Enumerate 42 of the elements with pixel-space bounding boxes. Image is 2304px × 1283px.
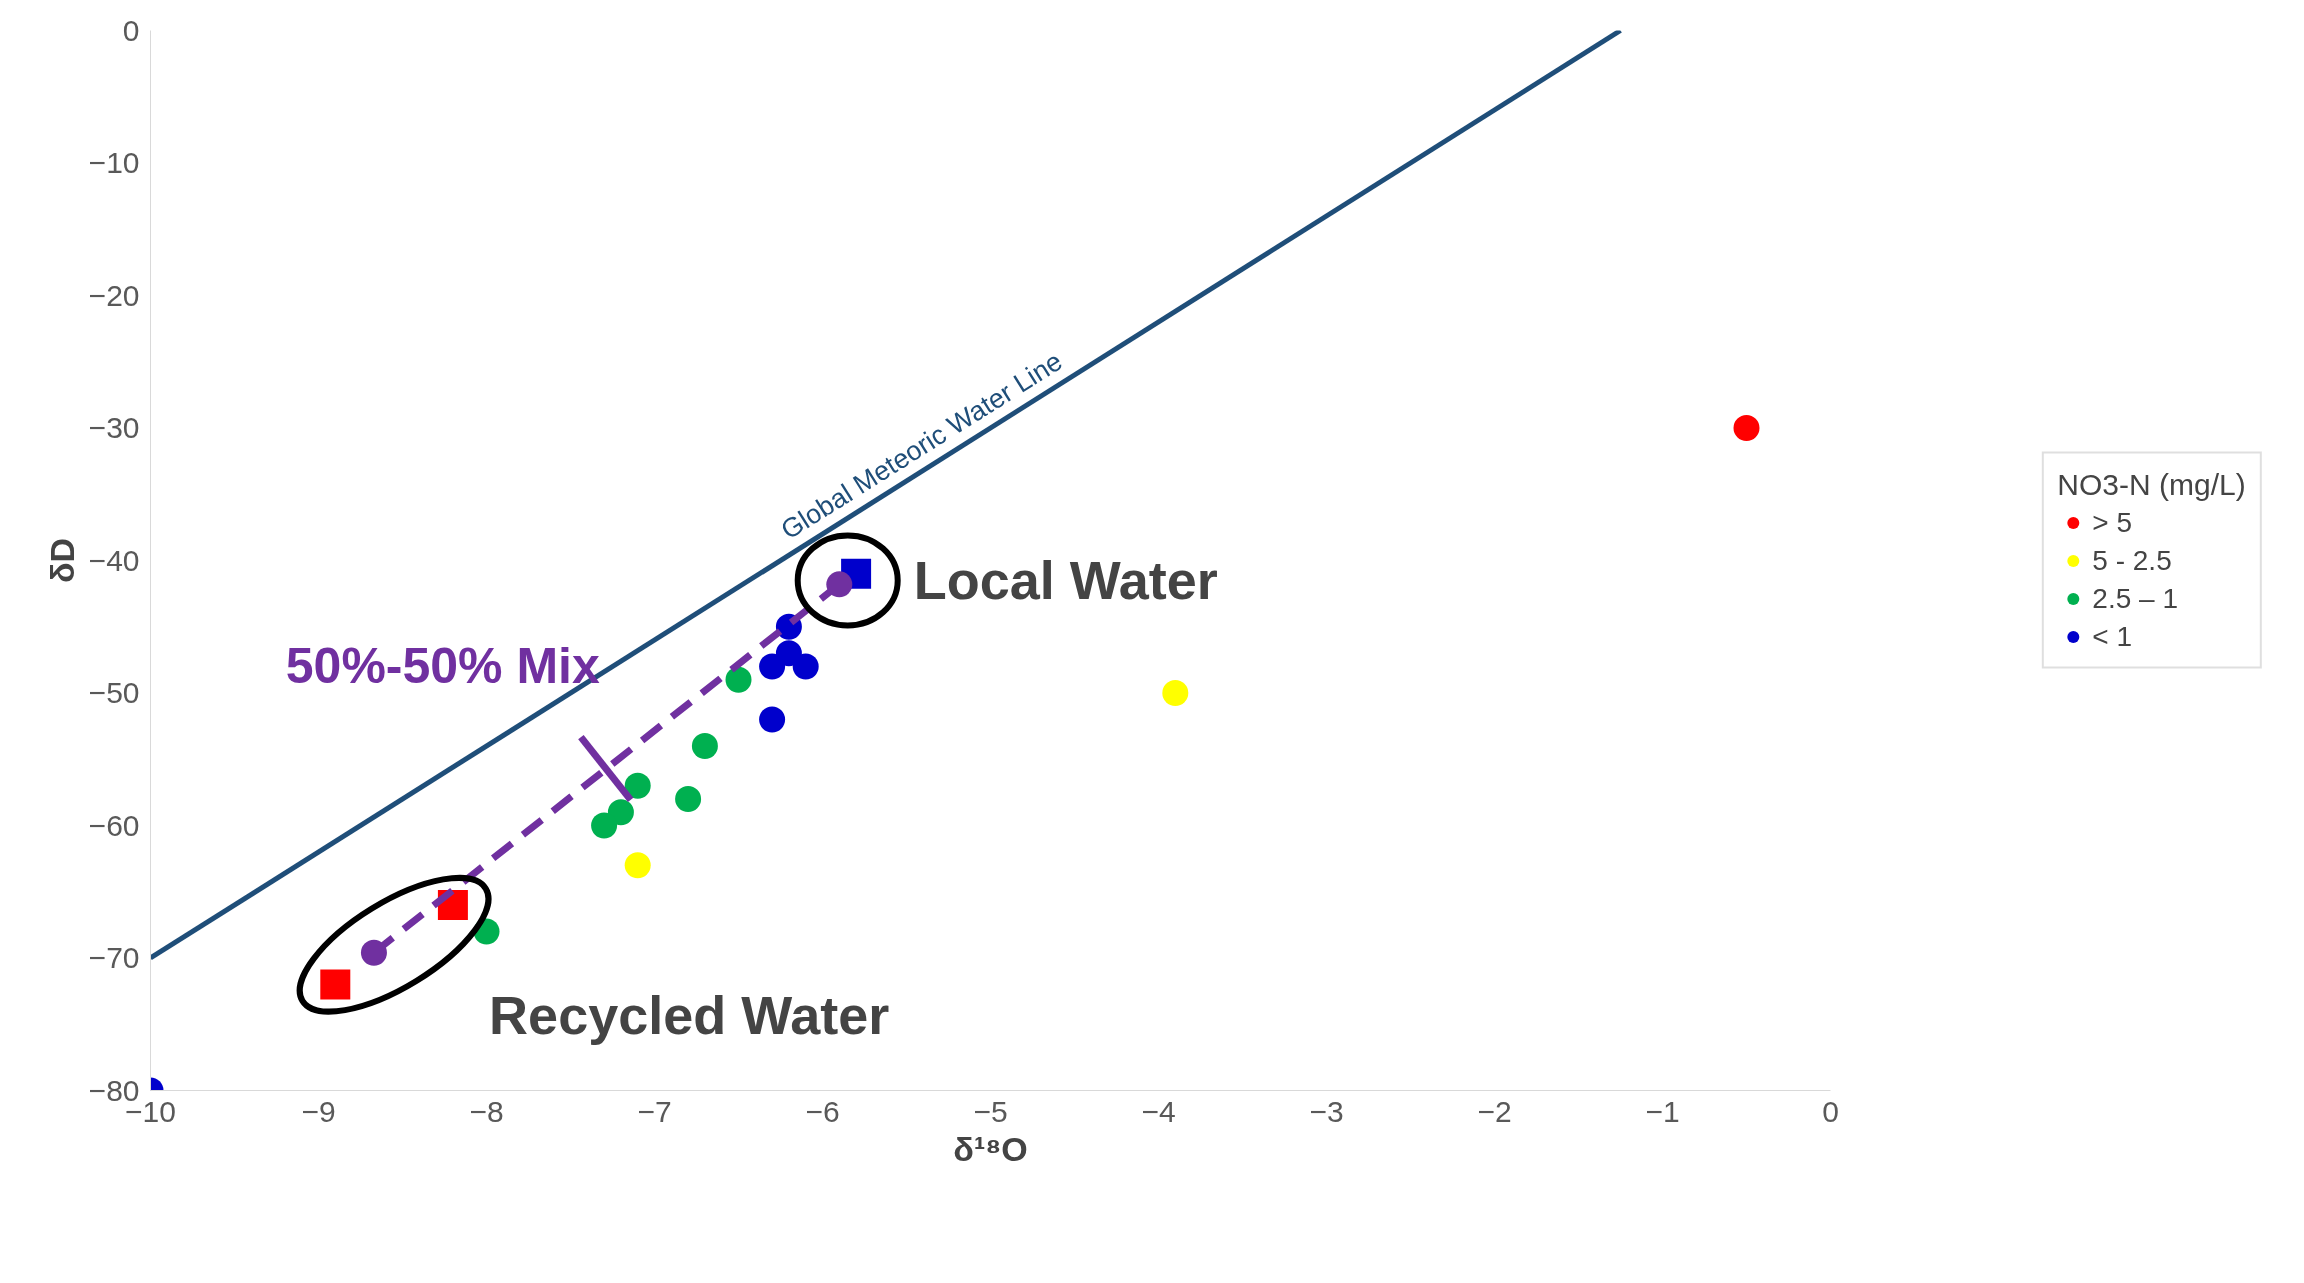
legend-label: < 1 [2092,620,2133,653]
legend-label: 2.5 – 1 [2092,582,2178,615]
point [759,653,786,680]
annotation: 50%-50% Mix [285,637,601,694]
point [624,772,651,799]
y-tick-label: −30 [88,411,140,444]
legend-label: 5 - 2.5 [2092,544,2172,577]
y-axis-title: δD [42,537,81,584]
x-tick-label: −7 [637,1094,672,1128]
point [675,786,702,812]
point [360,939,387,966]
x-tick-label: −9 [301,1094,336,1128]
x-axis-title: δ¹⁸O [953,1129,1028,1168]
x-tick-label: −2 [1477,1094,1512,1128]
point [691,733,718,759]
x-tick-label: 0 [1822,1094,1839,1128]
x-tick-label: −6 [805,1094,840,1128]
x-tick-label: −3 [1309,1094,1344,1128]
y-tick-label: 0 [122,13,140,47]
x-tick-label: −8 [469,1094,504,1128]
point [759,706,786,733]
point [591,812,618,839]
y-tick-label: −10 [88,146,140,179]
y-tick-label: −50 [88,676,140,709]
y-tick-label: −20 [88,278,140,312]
point [320,969,351,1000]
legend-label: > 5 [2092,506,2133,539]
x-tick-label: −4 [1141,1094,1176,1128]
point [725,666,752,693]
x-tick-label: −5 [973,1094,1008,1128]
y-tick-label: −40 [88,543,140,577]
point [792,653,819,680]
point [607,799,634,826]
x-tick-label: −1 [1645,1094,1680,1128]
point [1733,415,1760,441]
y-tick-label: −70 [88,941,140,974]
legend-title: NO3-N (mg/L) [2057,467,2246,502]
y-tick-label: −60 [88,808,140,842]
point [624,852,651,879]
point [1162,680,1189,706]
annotation: Local Water [913,550,1218,611]
annotation: Recycled Water [489,984,890,1045]
